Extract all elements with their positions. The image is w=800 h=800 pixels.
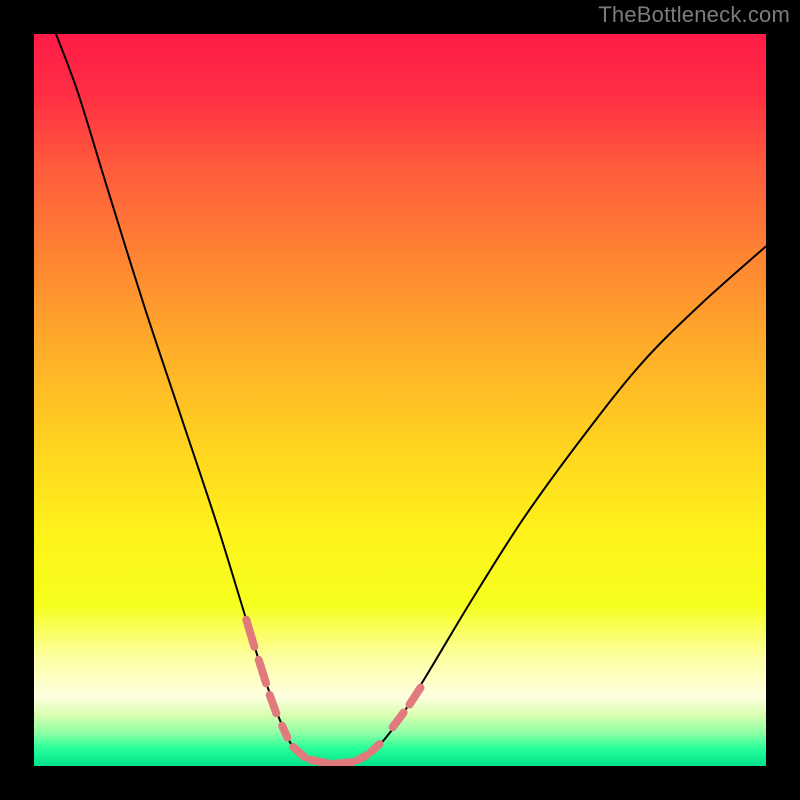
highlight-segment-8 bbox=[371, 744, 379, 751]
highlight-segment-7 bbox=[358, 755, 368, 760]
highlight-segment-1 bbox=[259, 660, 266, 683]
highlight-segment-0 bbox=[246, 620, 254, 647]
watermark-text: TheBottleneck.com bbox=[598, 2, 790, 28]
curve-layer bbox=[34, 34, 766, 766]
chart-frame: TheBottleneck.com bbox=[0, 0, 800, 800]
highlight-segment-6 bbox=[334, 762, 352, 764]
highlight-segment-10 bbox=[410, 688, 421, 705]
highlight-segment-3 bbox=[282, 726, 287, 738]
highlight-segment-5 bbox=[311, 760, 329, 764]
highlight-segment-4 bbox=[293, 747, 305, 757]
highlight-segment-2 bbox=[270, 695, 277, 713]
bottleneck-curve bbox=[56, 34, 766, 764]
plot-area bbox=[34, 34, 766, 766]
highlight-segment-9 bbox=[393, 713, 404, 728]
